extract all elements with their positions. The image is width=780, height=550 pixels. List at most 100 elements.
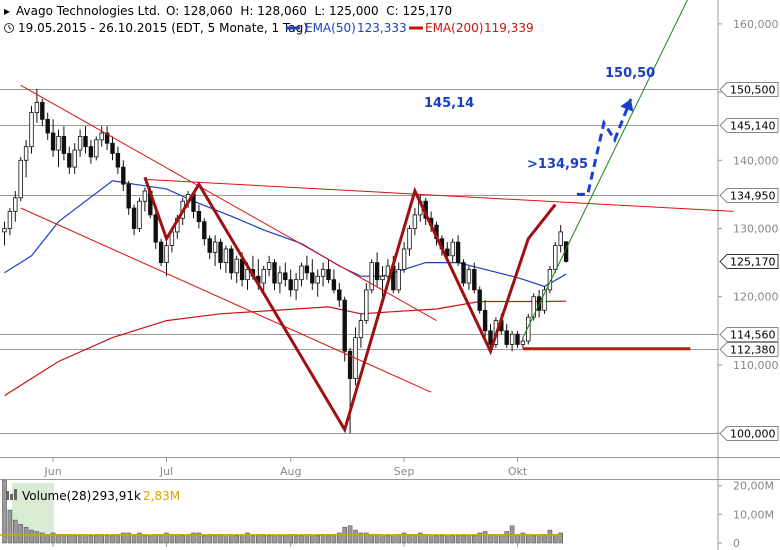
candle: [509, 330, 515, 352]
projection: [576, 98, 633, 196]
candle-body: [234, 258, 239, 274]
candle: [504, 323, 509, 348]
candle: [45, 112, 50, 140]
candle-body: [412, 214, 418, 229]
volume-tick-label: 0: [733, 537, 740, 550]
candle: [56, 129, 61, 168]
candle: [121, 160, 126, 191]
candle-body: [67, 153, 72, 168]
candle: [131, 204, 137, 236]
candle-body: [337, 289, 342, 301]
volume-bar: [363, 532, 369, 544]
candle-body: [13, 197, 18, 212]
candle: [50, 119, 56, 157]
chart-drawings: [20, 0, 734, 434]
volume-bar: [212, 535, 218, 544]
level-label: 145,140: [730, 120, 776, 133]
candle: [277, 266, 283, 294]
candle-body: [553, 245, 558, 270]
volume-bar: [261, 535, 267, 544]
candlestick-series: [2, 88, 569, 434]
volume-bar: [175, 534, 180, 544]
candle: [558, 225, 563, 253]
ema50-legend-label: EMA(50): [305, 21, 356, 35]
candle: [2, 221, 7, 246]
volume-bar: [223, 534, 229, 544]
candle: [18, 156, 23, 202]
candle-body: [137, 200, 142, 229]
volume-bar: [169, 534, 175, 544]
time-axis: Jun Jul Aug Sep Okt: [44, 457, 528, 547]
candle-body: [239, 258, 245, 281]
candle-body: [315, 275, 320, 284]
volume-bar: [56, 534, 61, 544]
volume-bar: [455, 535, 461, 544]
candle: [337, 283, 342, 307]
volume-bar: [536, 534, 542, 544]
candle: [380, 266, 385, 297]
volume-bar: [542, 534, 547, 544]
date-range: 19.05.2015 - 26.10.2015 (EDT, 5 Monate, …: [18, 21, 308, 35]
volume-bar: [412, 534, 418, 544]
chart-title: Avago Technologies Ltd.: [16, 4, 160, 18]
volume-average-value: 2,83M: [143, 489, 180, 503]
candle: [142, 187, 148, 212]
uptrend-line: [522, 0, 688, 338]
volume-bar: [336, 532, 342, 544]
candle-body: [515, 333, 520, 345]
volume-bar: [320, 534, 326, 544]
candle: [272, 259, 277, 290]
volume-bar: [50, 532, 56, 544]
level-label: 114,560: [730, 329, 776, 342]
candle: [158, 238, 164, 267]
candle: [61, 126, 67, 161]
candle-body: [94, 139, 99, 158]
candle-body: [56, 136, 61, 151]
breakout-annotation: >134,95: [527, 157, 588, 172]
volume-bar: [245, 532, 250, 544]
candle: [407, 225, 412, 256]
time-tick-label: Okt: [508, 465, 528, 478]
candle: [67, 146, 72, 174]
volume-bar: [94, 535, 99, 544]
candle-body: [61, 136, 67, 154]
volume-bar: [77, 534, 83, 544]
candle: [88, 139, 94, 164]
level-label-box: [719, 254, 779, 269]
candle: [288, 269, 293, 297]
volume-bar: [439, 535, 445, 544]
candle: [310, 259, 315, 290]
volume-bar: [239, 534, 245, 544]
candle: [374, 252, 380, 287]
volume-bar: [515, 534, 520, 544]
candle-body: [401, 248, 407, 270]
candle: [401, 242, 407, 273]
volume-bar: [547, 529, 553, 544]
price-level-lines: [0, 89, 718, 434]
level-label-box: [719, 82, 779, 97]
volume-bar: [196, 532, 202, 544]
candle: [77, 129, 83, 157]
candle-body: [272, 262, 277, 284]
projection-arrowhead: [620, 98, 634, 112]
volume-bar: [488, 534, 493, 544]
volume-bar: [428, 534, 434, 544]
volume-bar: [504, 531, 510, 544]
volume-bar: [83, 534, 88, 544]
volume-header: Volume(28) 293,91k 2,83M: [6, 489, 180, 503]
level-annotation: 145,14: [424, 96, 474, 111]
volume-bar: [493, 534, 499, 544]
volume-bar: [358, 532, 364, 544]
resistance-line: [144, 178, 734, 212]
candle: [553, 242, 558, 273]
volume-bar: [137, 532, 142, 544]
candle-body: [110, 142, 115, 154]
price-tick-label: 120,000: [733, 291, 779, 304]
volume-bar: [13, 519, 18, 544]
candle-body: [104, 132, 110, 144]
time-tick-label: Jun: [44, 465, 62, 478]
candle: [520, 337, 526, 349]
volume-bar: [434, 535, 439, 544]
candle-body: [266, 262, 272, 270]
